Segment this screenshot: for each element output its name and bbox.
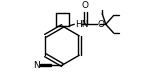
Text: N: N — [33, 61, 40, 70]
Text: HN: HN — [75, 20, 89, 29]
Text: O: O — [82, 1, 89, 10]
Text: O: O — [97, 20, 104, 29]
